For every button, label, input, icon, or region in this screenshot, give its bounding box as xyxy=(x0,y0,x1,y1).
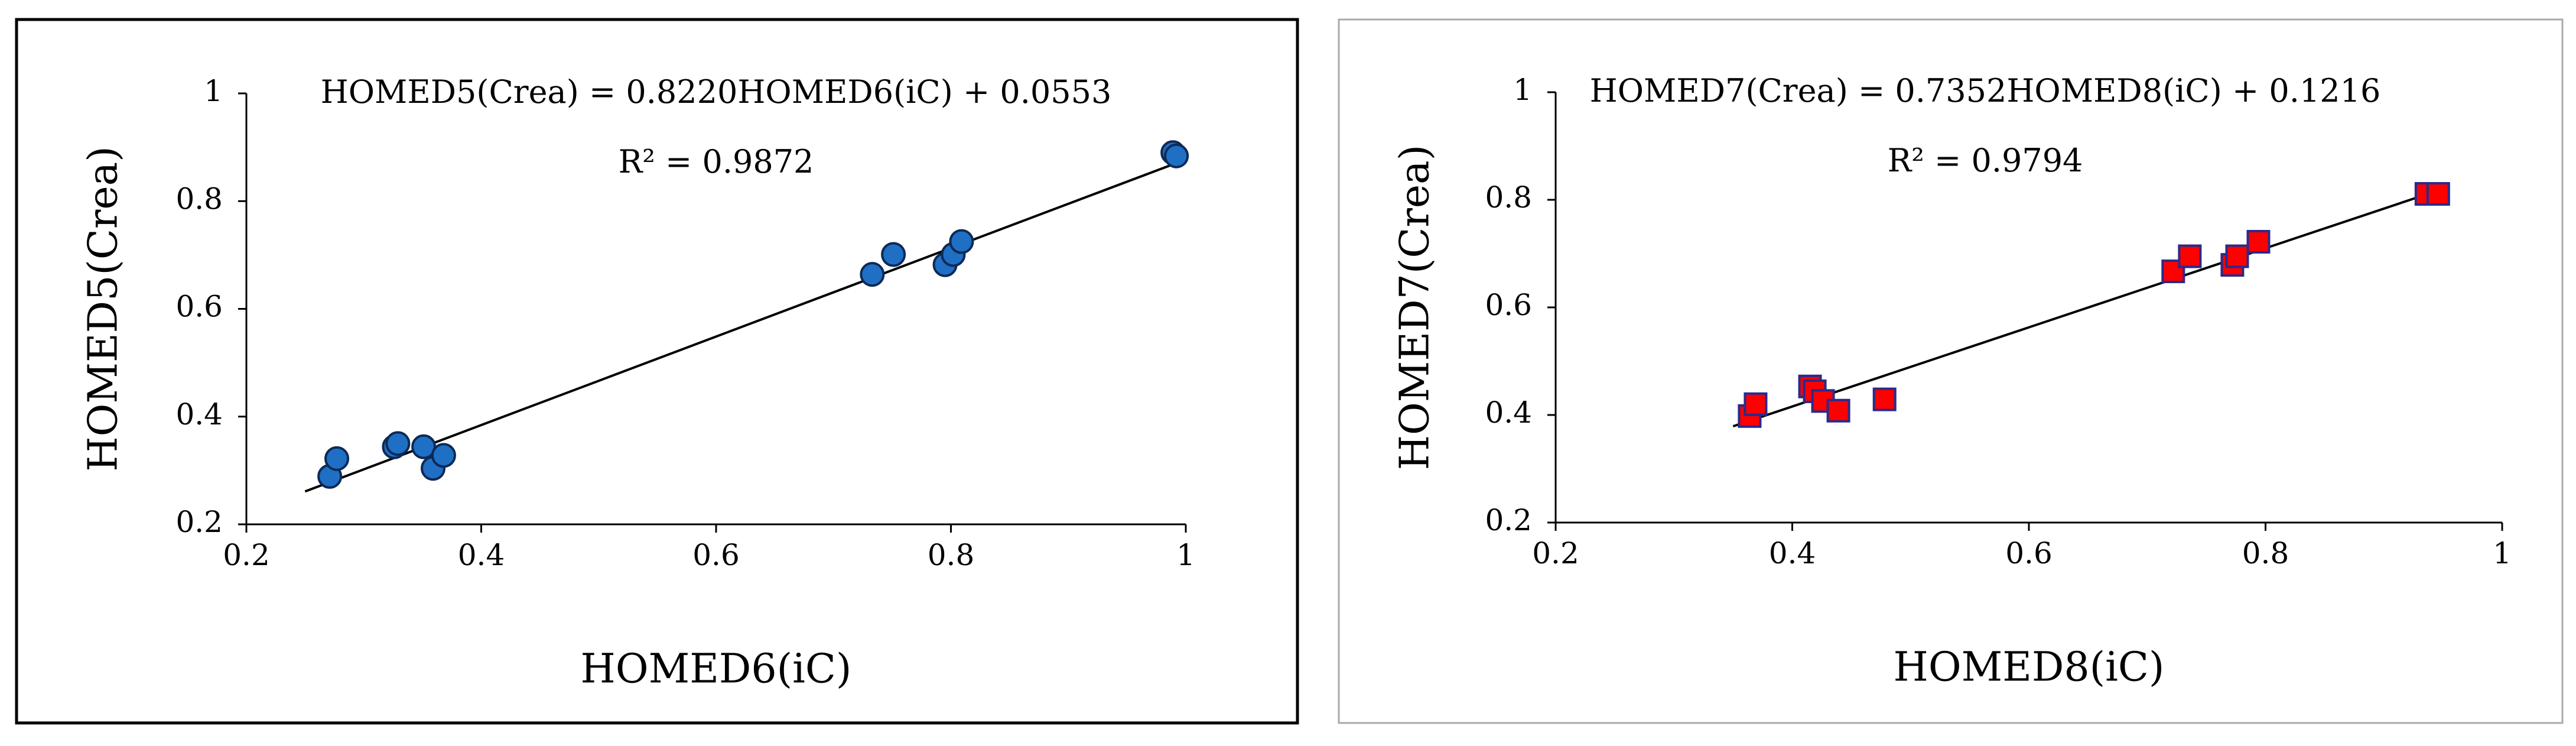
y-tick-label: 0.8 xyxy=(1485,180,1532,215)
panel-frame xyxy=(15,18,1299,725)
point xyxy=(1826,398,1850,423)
equation-annotation: R² = 0.9794 xyxy=(1888,142,2083,179)
y-axis-title: HOMED7(Crea) xyxy=(1392,145,1439,470)
y-tick-label: 1 xyxy=(1513,73,1532,107)
x-tick-label: 1 xyxy=(2493,536,2512,570)
panel-frame xyxy=(1338,18,2564,724)
x-tick-label: 0.2 xyxy=(223,538,270,572)
y-tick-label: 0.6 xyxy=(1485,288,1532,322)
x-tick-label: 0.6 xyxy=(692,538,740,572)
x-tick-label: 0.4 xyxy=(1769,536,1816,570)
point xyxy=(324,446,350,471)
x-tick-label: 0.4 xyxy=(458,538,505,572)
x-tick-label: 0.2 xyxy=(1532,536,1579,570)
point xyxy=(431,443,456,468)
trendline xyxy=(304,163,1175,493)
y-tick-label: 0.2 xyxy=(1485,503,1532,537)
point xyxy=(1744,392,1768,416)
point xyxy=(1164,143,1189,168)
y-tick-label: 0.2 xyxy=(175,505,223,539)
x-tick-label: 0.8 xyxy=(2242,536,2289,570)
equation-annotation: R² = 0.9872 xyxy=(619,143,814,180)
x-tick-label: 0.6 xyxy=(2005,536,2053,570)
equation-annotation: HOMED5(Crea) = 0.8220HOMED6(iC) + 0.0553 xyxy=(321,73,1112,111)
x-axis-title: HOMED6(iC) xyxy=(581,646,852,693)
trendline xyxy=(1732,192,2432,428)
point xyxy=(2246,229,2271,254)
point xyxy=(2426,181,2450,206)
y-axis-title: HOMED5(Crea) xyxy=(80,146,127,471)
point xyxy=(949,229,974,254)
point xyxy=(1872,387,1897,411)
y-tick-label: 1 xyxy=(204,74,223,108)
equation-annotation: HOMED7(Crea) = 0.7352HOMED8(iC) + 0.1216 xyxy=(1590,72,2381,109)
y-tick-label: 0.4 xyxy=(1485,395,1532,430)
x-tick-label: 0.8 xyxy=(928,538,975,572)
x-axis-title: HOMED8(iC) xyxy=(1894,644,2165,691)
point xyxy=(881,242,906,267)
y-tick-label: 0.6 xyxy=(175,290,223,324)
point xyxy=(2225,244,2249,268)
point xyxy=(2178,244,2202,268)
x-tick-label: 1 xyxy=(1176,538,1195,572)
point xyxy=(860,262,885,287)
y-tick-label: 0.8 xyxy=(175,181,223,216)
point xyxy=(385,431,411,456)
y-tick-label: 0.4 xyxy=(175,397,223,432)
point xyxy=(1738,404,1762,428)
